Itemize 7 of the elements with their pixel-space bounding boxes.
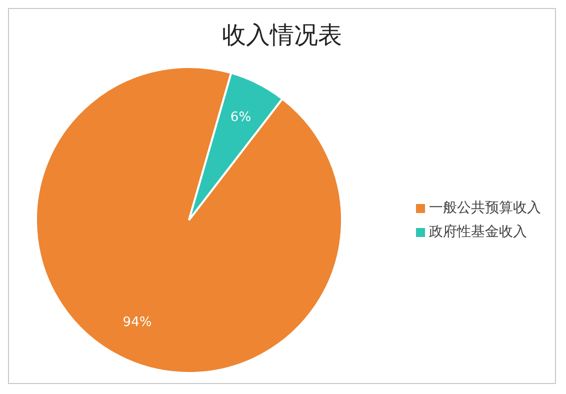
pie-slice xyxy=(35,66,343,374)
pie-slice xyxy=(188,72,284,221)
legend-label: 政府性基金收入 xyxy=(429,224,527,240)
data-label: 6% xyxy=(230,110,252,126)
data-label: 94% xyxy=(122,314,152,330)
chart-title: 收入情况表 xyxy=(221,20,343,51)
legend-label: 一般公共预算收入 xyxy=(429,200,541,216)
